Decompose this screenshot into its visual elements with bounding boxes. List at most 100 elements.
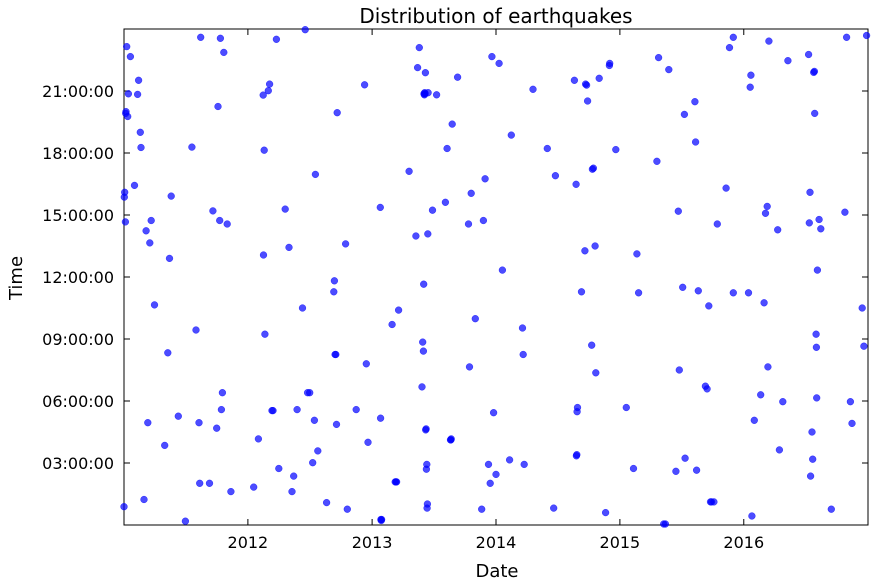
y-tick-label: 12:00:00: [42, 268, 114, 287]
earthquake-point: [681, 454, 689, 462]
earthquake-point: [465, 363, 474, 371]
earthquake-point: [529, 85, 537, 93]
earthquake-point: [498, 266, 507, 274]
earthquake-point: [360, 81, 369, 89]
earthquake-point: [813, 266, 822, 274]
earthquake-point: [583, 97, 592, 105]
earthquake-point: [265, 80, 274, 88]
earthquake-point: [591, 242, 599, 250]
earthquake-point: [674, 207, 682, 215]
earthquake-point: [447, 435, 455, 443]
earthquake-point: [581, 247, 589, 255]
earthquake-point: [195, 419, 203, 427]
earthquake-point: [146, 239, 154, 247]
earthquake-point: [281, 205, 289, 213]
earthquake-point: [858, 304, 866, 312]
earthquake-point: [775, 446, 784, 454]
earthquake-point: [518, 324, 527, 332]
earthquake-point: [691, 138, 700, 146]
earthquake-point: [134, 76, 143, 84]
earthquake-point: [394, 306, 403, 314]
earthquake-point: [729, 33, 737, 41]
earthquake-point: [725, 43, 734, 52]
earthquake-point: [220, 48, 228, 57]
earthquake-point: [140, 495, 148, 504]
earthquake-point: [272, 35, 281, 43]
earthquake-point: [310, 416, 319, 424]
earthquake-point: [520, 460, 528, 469]
earthquake-point: [197, 33, 205, 41]
earthquake-point: [424, 230, 432, 238]
earthquake-point: [332, 420, 341, 429]
earthquake-point: [181, 517, 190, 525]
earthquake-point: [848, 419, 856, 428]
x-tick-label: 2013: [352, 533, 393, 552]
earthquake-point: [161, 441, 169, 450]
earthquake-point: [124, 112, 132, 121]
earthquake-point: [543, 144, 551, 153]
earthquake-point: [376, 414, 385, 422]
earthquake-point: [812, 330, 820, 338]
earthquake-point: [757, 391, 765, 399]
earthquake-point: [413, 63, 422, 72]
earthquake-point: [216, 216, 224, 225]
earthquake-point: [423, 460, 431, 469]
earthquake-point: [311, 170, 320, 179]
y-axis-label: Time: [6, 256, 27, 301]
earthquake-point: [811, 109, 819, 118]
earthquake-point: [123, 42, 131, 51]
earthquake-point: [592, 369, 600, 377]
earthquake-point: [860, 342, 868, 350]
earthquake-point: [654, 53, 663, 62]
earthquake-point: [764, 363, 772, 371]
earthquake-point: [121, 188, 129, 196]
x-tick-label: 2016: [723, 533, 764, 552]
earthquake-point: [288, 487, 296, 496]
earthquake-point: [471, 315, 479, 323]
earthquake-point: [573, 403, 582, 412]
earthquake-point: [130, 181, 139, 190]
earthquake-point: [377, 515, 386, 524]
earthquake-point: [694, 287, 702, 295]
earthquake-point: [420, 280, 428, 288]
earthquake-point: [486, 479, 494, 487]
y-tick-label: 09:00:00: [42, 330, 114, 349]
earthquake-point: [376, 203, 384, 212]
earthquake-point: [218, 389, 227, 397]
earthquake-point: [421, 69, 430, 77]
earthquake-point: [424, 89, 432, 97]
earthquake-point: [227, 487, 235, 496]
earthquake-point: [492, 470, 500, 479]
earthquake-point: [418, 383, 426, 391]
earthquake-point: [167, 192, 175, 200]
earthquake-point: [633, 250, 641, 258]
chart-title: Distribution of earthquakes: [359, 4, 632, 28]
earthquake-point: [217, 405, 226, 414]
earthquake-point: [260, 146, 268, 154]
earthquake-point: [448, 120, 456, 128]
x-tick-label: 2014: [476, 533, 517, 552]
earthquake-point: [443, 144, 451, 153]
earthquake-point: [362, 360, 370, 368]
x-tick-label: 2012: [228, 533, 269, 552]
earthquake-point: [293, 405, 301, 414]
earthquake-point: [428, 206, 437, 214]
earthquake-point: [137, 143, 145, 152]
earthquake-point: [705, 302, 713, 310]
earthquake-point: [309, 459, 317, 467]
earthquake-point: [341, 240, 350, 248]
earthquake-point: [572, 180, 580, 188]
earthquake-point: [188, 143, 196, 151]
earthquake-point: [817, 225, 825, 233]
earthquake-point: [330, 277, 339, 285]
earthquake-point: [205, 479, 214, 487]
earthquake-point: [301, 26, 309, 34]
earthquake-point: [765, 37, 773, 45]
earthquake-point: [815, 215, 823, 224]
earthquake-point: [784, 57, 792, 65]
earthquake-point: [405, 167, 413, 175]
earthquake-point: [136, 128, 144, 136]
earthquake-point: [147, 216, 155, 225]
earthquake-point: [415, 43, 423, 52]
earthquake-point: [126, 52, 135, 61]
